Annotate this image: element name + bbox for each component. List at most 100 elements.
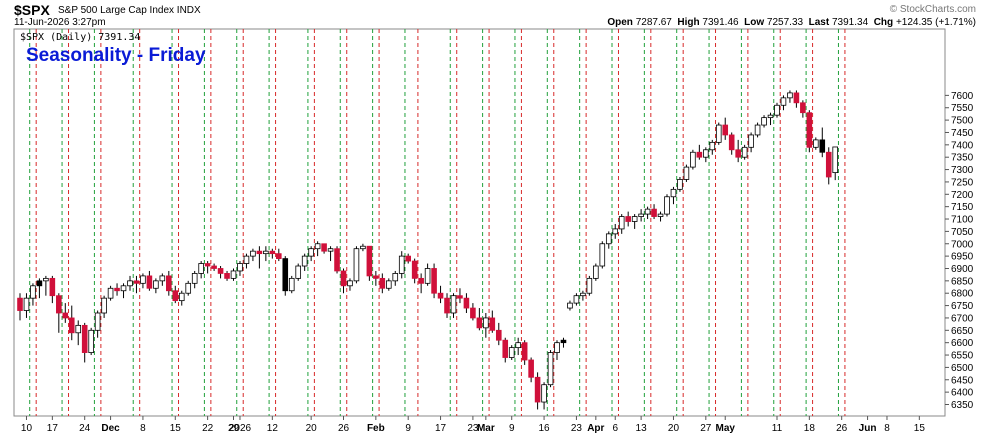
candle-body bbox=[295, 265, 302, 279]
x-tick-label: 6 bbox=[612, 423, 618, 434]
y-tick-label: 7400 bbox=[951, 140, 974, 151]
candle-body bbox=[263, 250, 269, 255]
candle-body bbox=[612, 228, 619, 235]
candle-body bbox=[127, 280, 133, 287]
candle-body bbox=[30, 285, 36, 299]
x-tick-label: 20 bbox=[668, 423, 680, 434]
x-tick-label: 8 bbox=[140, 423, 146, 434]
x-tick-label: 10 bbox=[21, 423, 33, 434]
candle-body bbox=[88, 329, 94, 353]
candle-body bbox=[677, 179, 683, 190]
y-tick-label: 6600 bbox=[951, 338, 974, 349]
y-tick-label: 7000 bbox=[951, 239, 974, 250]
candle-body bbox=[813, 139, 819, 148]
candle-body bbox=[664, 196, 670, 215]
legend-text: $SPX (Daily) 7391.34 bbox=[20, 32, 140, 43]
x-tick-label: 29 bbox=[228, 423, 240, 434]
candle-body bbox=[398, 255, 405, 274]
candle-body bbox=[625, 216, 631, 222]
candle-body bbox=[567, 302, 573, 309]
y-tick-label: 7150 bbox=[951, 202, 974, 213]
candle-body bbox=[618, 216, 625, 230]
plot-area bbox=[13, 28, 946, 417]
candle-body bbox=[418, 277, 424, 284]
candle-body bbox=[230, 270, 237, 279]
candle-body bbox=[204, 263, 211, 267]
candle-body bbox=[68, 317, 75, 334]
candle-body bbox=[761, 117, 767, 126]
y-tick-label: 6500 bbox=[951, 363, 974, 374]
candle-body bbox=[75, 324, 82, 334]
candle-body bbox=[146, 275, 153, 289]
candle-body bbox=[269, 250, 276, 255]
y-tick-label: 7250 bbox=[951, 177, 974, 188]
candle-body bbox=[133, 280, 140, 284]
candle-body bbox=[483, 317, 489, 329]
candle-body bbox=[56, 295, 62, 314]
candle-body bbox=[709, 141, 716, 151]
low-label: Low bbox=[744, 17, 765, 28]
y-tick-label: 6900 bbox=[951, 264, 974, 275]
candle-body bbox=[463, 297, 470, 309]
y-tick-label: 7300 bbox=[951, 165, 974, 176]
x-tick-label: 11 bbox=[772, 423, 783, 434]
candle-body bbox=[237, 263, 243, 272]
open-label: Open bbox=[607, 17, 633, 28]
y-tick-label: 6700 bbox=[951, 313, 974, 324]
x-tick-label: 22 bbox=[202, 423, 214, 434]
candle-body bbox=[528, 359, 534, 378]
candle-body bbox=[23, 297, 30, 311]
x-tick-label: 23 bbox=[571, 423, 583, 434]
candle-body bbox=[185, 282, 192, 294]
y-tick-label: 6650 bbox=[951, 326, 974, 337]
candle-body bbox=[437, 292, 444, 299]
candle-body bbox=[495, 329, 502, 341]
candle-body bbox=[703, 149, 709, 158]
candle-body bbox=[198, 263, 204, 274]
candle-body bbox=[489, 317, 496, 331]
candle-body bbox=[599, 243, 606, 267]
x-tick-label: May bbox=[716, 423, 736, 434]
candle-body bbox=[308, 248, 314, 257]
candle-body bbox=[754, 124, 761, 136]
candle-body bbox=[431, 268, 437, 294]
candle-body bbox=[101, 297, 107, 314]
symbol-label: $SPX bbox=[14, 2, 50, 18]
candle-body bbox=[457, 295, 463, 299]
y-tick-label: 6750 bbox=[951, 301, 974, 312]
x-tick-label: 24 bbox=[79, 423, 91, 434]
candle-body bbox=[728, 134, 735, 151]
candle-body bbox=[301, 255, 308, 267]
y-tick-label: 7100 bbox=[951, 215, 974, 226]
candle-body bbox=[166, 275, 172, 292]
candle-body bbox=[120, 285, 127, 292]
candle-body bbox=[541, 384, 547, 403]
candle-body bbox=[515, 342, 521, 349]
y-tick-label: 6950 bbox=[951, 252, 974, 263]
x-tick-label: Jun bbox=[859, 423, 877, 434]
candle-body bbox=[657, 213, 664, 217]
x-tick-label: 17 bbox=[435, 423, 447, 434]
candle-body bbox=[243, 255, 250, 264]
candle-body bbox=[172, 290, 179, 302]
candle-body bbox=[62, 312, 69, 319]
candle-body bbox=[800, 102, 806, 114]
y-tick-label: 7500 bbox=[951, 116, 974, 127]
high-label: High bbox=[677, 17, 700, 28]
low-value: 7257.33 bbox=[766, 17, 804, 28]
candle-body bbox=[314, 243, 321, 250]
candle-body bbox=[787, 92, 793, 99]
candle-body bbox=[36, 280, 43, 287]
candle-body bbox=[424, 268, 431, 284]
candle-body bbox=[373, 275, 379, 279]
candle-body bbox=[81, 324, 88, 353]
candle-body bbox=[605, 233, 612, 245]
y-tick-label: 7350 bbox=[951, 153, 974, 164]
y-tick-label: 6550 bbox=[951, 351, 974, 362]
candle-body bbox=[832, 146, 839, 174]
candle-body bbox=[748, 134, 754, 148]
candle-body bbox=[819, 139, 826, 153]
candle-body bbox=[334, 248, 340, 272]
candle-body bbox=[683, 166, 690, 180]
